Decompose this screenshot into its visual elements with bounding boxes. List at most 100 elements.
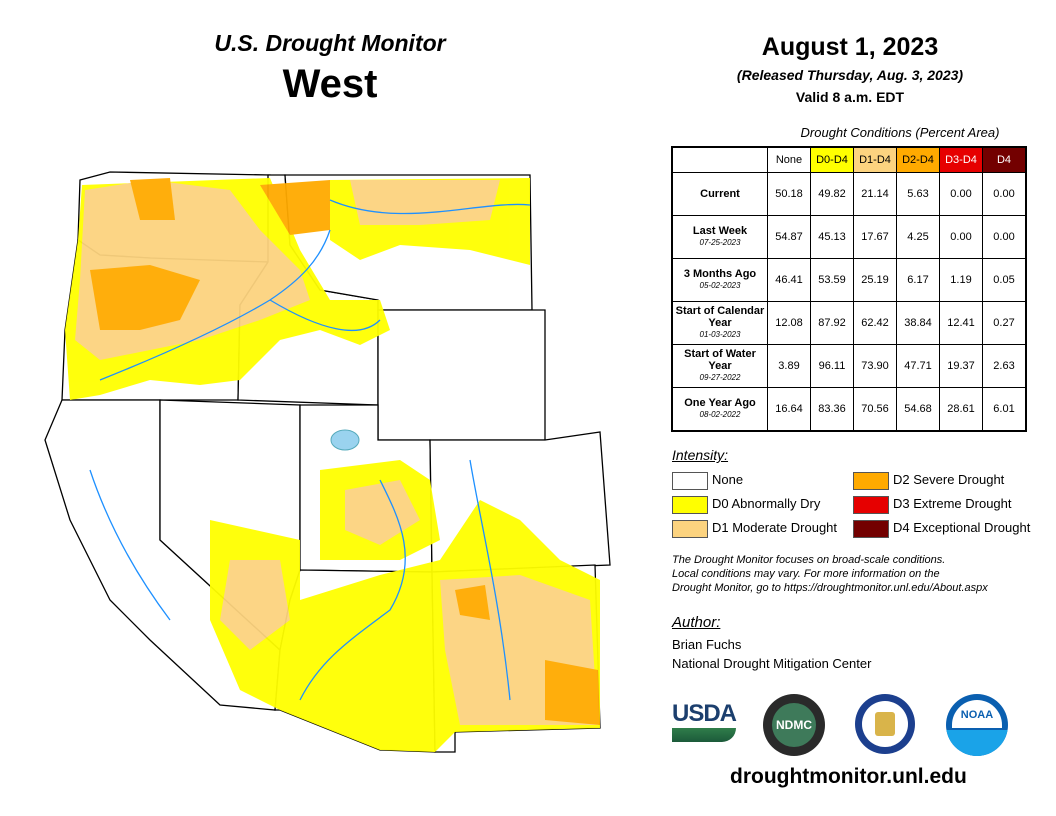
table-cell: 6.01	[982, 387, 1027, 432]
row-label: One Year Ago 08-02-2022	[671, 387, 768, 432]
row-label: Start of Water Year 09-27-2022	[671, 344, 768, 388]
column-header: D2-D4	[896, 146, 940, 173]
row-label-text: One Year Ago	[684, 397, 756, 409]
table-cell: 45.13	[810, 215, 854, 259]
legend-swatch	[672, 472, 708, 490]
d2-area-idmt	[260, 180, 330, 235]
state-wyoming	[377, 309, 546, 441]
table-row: Start of Water Year 09-27-2022 3.89 96.11 73…	[671, 344, 1027, 388]
region-title: West	[282, 62, 378, 106]
noaa-logo-text: NOAA	[952, 700, 1002, 728]
map-date: August 1, 2023	[761, 33, 939, 61]
release-date: (Released Thursday, Aug. 3, 2023)	[736, 67, 964, 83]
column-header: D0-D4	[810, 146, 854, 173]
column-header: D4	[982, 146, 1027, 173]
usda-logo: USDA	[672, 700, 737, 748]
legend-label: D0 Abnormally Dry	[712, 496, 821, 511]
table-row: Start of Calendar Year 01-03-2023 12.08 87.…	[671, 301, 1027, 345]
table-cell: 87.92	[810, 301, 854, 345]
website-url[interactable]: droughtmonitor.unl.edu	[730, 765, 967, 788]
rivers	[89, 199, 531, 701]
row-label-text: Current	[700, 188, 740, 200]
author-org: National Drought Mitigation Center	[672, 656, 872, 671]
row-label: Current	[671, 172, 768, 216]
row-date: 01-03-2023	[699, 330, 741, 339]
table-cell: 62.42	[853, 301, 897, 345]
table-cell: 73.90	[853, 344, 897, 388]
legend-label: D1 Moderate Drought	[712, 520, 838, 535]
table-cell: 54.87	[767, 215, 811, 259]
drought-map	[44, 171, 611, 753]
row-label: Last Week 07-25-2023	[671, 215, 768, 259]
d2-area-oregon	[90, 265, 200, 330]
table-cell: 47.71	[896, 344, 940, 388]
drought-conditions-table: None D0-D4 D1-D4 D2-D4 D3-D4 D4 Current 50.18 49…	[671, 146, 1027, 432]
table-cell: 25.19	[853, 258, 897, 302]
table-cell: 0.00	[982, 215, 1027, 259]
map-title: U.S. Drought Monitor	[214, 30, 446, 56]
legend-label: D3 Extreme Drought	[893, 496, 1012, 511]
table-cell: 0.00	[939, 215, 983, 259]
row-date: 05-02-2023	[699, 281, 741, 290]
usda-logo-text: USDA	[672, 700, 737, 727]
table-cell: 16.64	[767, 387, 811, 432]
table-row: One Year Ago 08-02-2022 16.64 83.36 70.56 54.…	[671, 387, 1027, 432]
d1-area-montana	[350, 180, 500, 225]
legend-swatch	[672, 496, 708, 514]
noaa-logo: NOAA	[946, 694, 1008, 756]
table-cell: 83.36	[810, 387, 854, 432]
row-label-text: Last Week	[692, 225, 748, 237]
row-label-text: 3 Months Ago	[683, 268, 757, 280]
table-row: Last Week 07-25-2023 54.87 45.13 17.67 4.25 0.…	[671, 215, 1027, 259]
table-cell: 21.14	[853, 172, 897, 216]
legend-swatch	[672, 520, 708, 538]
table-cell: 54.68	[896, 387, 940, 432]
d2-area-newmexico	[455, 585, 600, 725]
table-cell: 38.84	[896, 301, 940, 345]
disclaimer-note: The Drought Monitor focuses on broad-sca…	[672, 553, 1042, 595]
note-line: The Drought Monitor focuses on broad-sca…	[672, 554, 946, 566]
author-title: Author:	[672, 614, 721, 631]
column-header: D1-D4	[853, 146, 897, 173]
ndmc-logo-text: NDMC	[772, 703, 816, 747]
table-cell: 12.41	[939, 301, 983, 345]
table-cell: 28.61	[939, 387, 983, 432]
table-corner	[672, 147, 768, 173]
table-cell: 53.59	[810, 258, 854, 302]
table-cell: 19.37	[939, 344, 983, 388]
valid-time: Valid 8 a.m. EDT	[795, 89, 905, 105]
note-line: Drought Monitor, go to https://droughtmo…	[672, 582, 988, 594]
author-name: Brian Fuchs	[672, 637, 742, 652]
table-cell: 12.08	[767, 301, 811, 345]
legend-label: D2 Severe Drought	[893, 472, 1005, 487]
table-cell: 6.17	[896, 258, 940, 302]
table-cell: 0.00	[982, 172, 1027, 216]
table-cell: 17.67	[853, 215, 897, 259]
row-date: 07-25-2023	[699, 238, 741, 247]
great-salt-lake	[330, 429, 360, 451]
table-caption: Drought Conditions (Percent Area)	[800, 125, 1000, 140]
table-cell: 0.27	[982, 301, 1027, 345]
row-label-text: Start of Calendar Year	[675, 305, 765, 329]
table-cell: 96.11	[810, 344, 854, 388]
ndmc-logo: NDMC	[763, 694, 825, 756]
row-label-text: Start of Water Year	[684, 348, 756, 372]
table-cell: 0.05	[982, 258, 1027, 302]
row-label: Start of Calendar Year 01-03-2023	[671, 301, 768, 345]
table-cell: 2.63	[982, 344, 1027, 388]
legend-swatch	[853, 496, 889, 514]
row-label: 3 Months Ago 05-02-2023	[671, 258, 768, 302]
table-cell: 49.82	[810, 172, 854, 216]
d1-area-nevada	[220, 560, 290, 650]
table-cell: 0.00	[939, 172, 983, 216]
table-cell: 70.56	[853, 387, 897, 432]
legend-swatch	[853, 520, 889, 538]
d2-area-wa	[130, 178, 175, 220]
table-cell: 5.63	[896, 172, 940, 216]
note-line: Local conditions may vary. For more info…	[672, 568, 940, 580]
column-header: D3-D4	[939, 146, 983, 173]
table-row: 3 Months Ago 05-02-2023 46.41 53.59 25.19 6.1…	[671, 258, 1027, 302]
legend-title: Intensity:	[672, 447, 729, 463]
row-date: 09-27-2022	[699, 373, 741, 382]
